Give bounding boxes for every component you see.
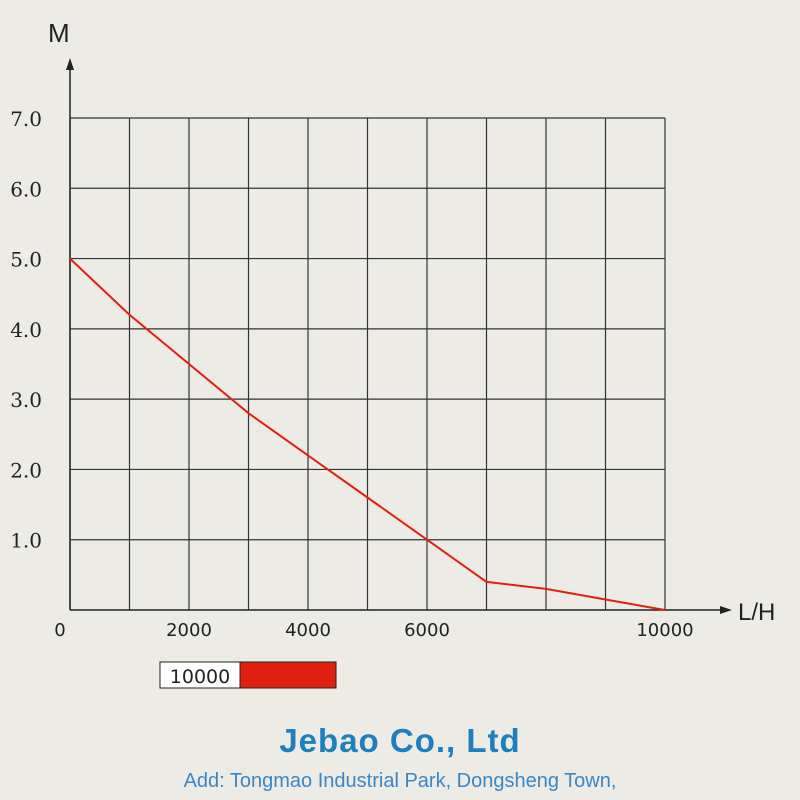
y-tick-label: 2.0 bbox=[10, 458, 42, 482]
y-tick-label: 1.0 bbox=[10, 529, 42, 553]
x-axis-title: L/H bbox=[738, 599, 775, 626]
company-name: Jebao Co., Ltd bbox=[279, 722, 521, 759]
y-axis-title: M bbox=[48, 18, 70, 48]
y-axis-arrow bbox=[66, 58, 74, 70]
x-tick-label: 4000 bbox=[285, 620, 331, 641]
y-tick-label: 3.0 bbox=[10, 388, 42, 412]
x-axis-arrow bbox=[720, 606, 732, 614]
x-tick-label: 10000 bbox=[636, 620, 693, 641]
legend-swatch bbox=[239, 661, 337, 689]
y-tick-label: 6.0 bbox=[10, 177, 42, 201]
chart-svg: M L/H 1.0 2.0 3.0 4.0 5.0 6.0 7.0 0 2000 4000 6000 10… bbox=[10, 18, 775, 689]
series-line bbox=[69, 257, 666, 611]
x-tick-label: 2000 bbox=[166, 620, 212, 641]
x-tick-label: 0 bbox=[54, 620, 65, 641]
y-tick-label: 7.0 bbox=[10, 107, 42, 131]
legend-label: 10000 bbox=[170, 666, 230, 688]
x-tick-label: 6000 bbox=[404, 620, 450, 641]
company-address: Add: Tongmao Industrial Park, Dongsheng … bbox=[183, 770, 617, 792]
y-tick-label: 4.0 bbox=[10, 318, 42, 342]
y-tick-label: 5.0 bbox=[10, 248, 42, 272]
